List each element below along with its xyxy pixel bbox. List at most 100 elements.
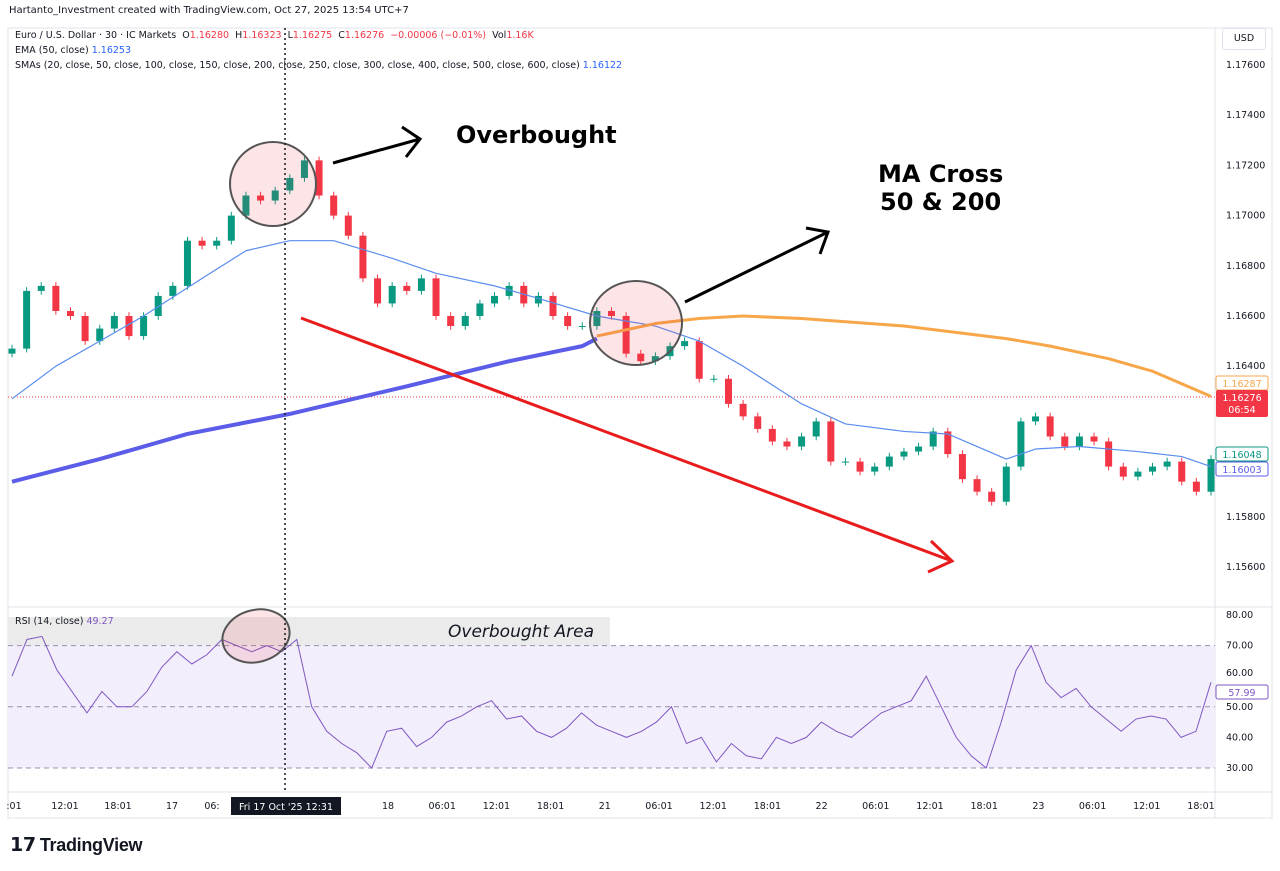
candle-body [812, 421, 820, 437]
tv-logo-icon: 𝟭𝟳 [10, 835, 36, 856]
close-value: 1.16276 [344, 30, 385, 41]
sma-blue-line [11, 336, 598, 484]
tradingview-logo[interactable]: 𝟭𝟳 TradingView [10, 834, 143, 857]
candle-body [81, 316, 89, 342]
candle-body [1178, 461, 1186, 482]
time-tick: 12:01 [1133, 801, 1160, 812]
candle-body [783, 441, 791, 447]
overbought-circle[interactable] [229, 141, 317, 227]
downtrend-arrow-icon[interactable] [300, 316, 955, 574]
candle-body [973, 479, 981, 492]
time-tick: 21 [599, 801, 611, 812]
candle-body [710, 378, 718, 380]
candle-body [622, 316, 630, 354]
time-tick: 18:01 [971, 801, 998, 812]
candle-body [1032, 416, 1040, 422]
candle-body [110, 316, 118, 329]
candle-body [213, 240, 221, 246]
smas-label: SMAs (20, close, 50, close, 100, close, … [15, 60, 580, 71]
price-tick: 1.17400 [1226, 110, 1265, 121]
candle-body [549, 295, 557, 316]
time-tick: 12:01 [916, 801, 943, 812]
open-label: O [182, 30, 190, 41]
time-tick: 18 [382, 801, 394, 812]
currency-button[interactable]: USD [1222, 28, 1266, 50]
candle-body [388, 285, 396, 304]
candle-body [593, 310, 601, 327]
candle-body [1105, 441, 1113, 467]
ma-cross-circle[interactable] [589, 280, 683, 366]
change-value: −0.00006 (−0.01%) [390, 30, 487, 41]
crosshair-time-label: Fri 17 Oct '25 12:31 [239, 802, 333, 813]
time-tick: 12:01 [483, 801, 510, 812]
smas-legend[interactable]: SMAs (20, close, 50, close, 100, close, … [15, 60, 622, 71]
candle-body [1149, 466, 1157, 472]
low-value: 1.16275 [292, 30, 333, 41]
candle-body [768, 428, 776, 442]
chart-credit: Hartanto_Investment created with Trading… [9, 5, 409, 16]
symbol-legend[interactable]: Euro / U.S. Dollar · 30 · IC Markets O1.… [15, 30, 534, 41]
candle-body [505, 285, 513, 296]
candle-body [637, 353, 645, 362]
ema-legend[interactable]: EMA (50, close) 1.16253 [15, 45, 131, 56]
axis-price-labels: 1.16287 1.16276 06:54 1.16048 1.16003 57… [1215, 375, 1269, 700]
logo-text: TradingView [39, 835, 143, 855]
candle-body [125, 316, 133, 337]
candle-body [695, 341, 703, 379]
rsi-tick: 70.00 [1226, 641, 1253, 652]
candle-body [403, 285, 411, 291]
annotations [216, 28, 955, 792]
rsi-tick: 60.00 [1226, 668, 1253, 679]
candle-body [1163, 461, 1171, 467]
candle-body [491, 295, 499, 304]
volume-label: Vol [492, 30, 507, 41]
candle-body [900, 451, 908, 457]
rsi-legend[interactable]: RSI (14, close) 49.27 [15, 616, 114, 627]
price-axis[interactable]: 1.17600 1.17400 1.17200 1.17000 1.16800 1.166… [1226, 60, 1265, 573]
rsi-axis[interactable]: 80.00 70.00 60.00 50.00 40.00 30.00 [1226, 610, 1253, 774]
ma-cross-arrow-icon[interactable] [684, 226, 831, 304]
overbought-arrow-icon[interactable] [332, 125, 423, 165]
candle-body [739, 403, 747, 417]
last-price-label: 1.16276 [1222, 393, 1261, 404]
time-tick: 12:01 [51, 801, 78, 812]
candle-body [681, 341, 689, 347]
candle-body [242, 195, 250, 216]
open-value: 1.16280 [189, 30, 230, 41]
candle-body [1061, 436, 1069, 447]
candle-body [37, 285, 45, 291]
rsi-overbought-circle[interactable] [216, 602, 295, 670]
rsi-tick: 80.00 [1226, 610, 1253, 621]
candle-body [447, 316, 455, 327]
rsi-label: RSI (14, close) [15, 616, 84, 627]
candle-body [958, 454, 966, 480]
candle-body [1090, 436, 1098, 442]
candle-body [1134, 471, 1142, 477]
blue-ma-label: 1.16003 [1222, 465, 1261, 476]
candle-body [651, 356, 659, 362]
candle-body [461, 316, 469, 327]
high-label: H [235, 30, 243, 41]
candle-body [140, 316, 148, 337]
time-tick: 23 [1032, 801, 1044, 812]
candle-body [841, 461, 849, 463]
candle-body [827, 421, 835, 462]
price-tick: 1.16800 [1226, 261, 1265, 272]
candle-body [885, 456, 893, 467]
candle-body [608, 310, 615, 316]
time-axis[interactable]: :01 12:01 18:01 17 06: 18 06:01 12:01 18:01 21 06:… [6, 801, 1214, 812]
time-tick: 18:01 [537, 801, 564, 812]
candle-body [315, 160, 323, 196]
candle-body [578, 326, 586, 328]
last-price-label-box [1216, 390, 1268, 417]
candle-body [1207, 459, 1215, 492]
price-tick: 1.15600 [1226, 562, 1265, 573]
time-tick: 06: [204, 801, 219, 812]
candle-body [52, 285, 60, 311]
symbol-name: Euro / U.S. Dollar · 30 · IC Markets [15, 30, 177, 41]
candle-body [1017, 421, 1025, 467]
volume-value: 1.16K [506, 30, 534, 41]
candle-body [476, 303, 484, 316]
ma-cross-text: MA Cross [878, 160, 1003, 188]
